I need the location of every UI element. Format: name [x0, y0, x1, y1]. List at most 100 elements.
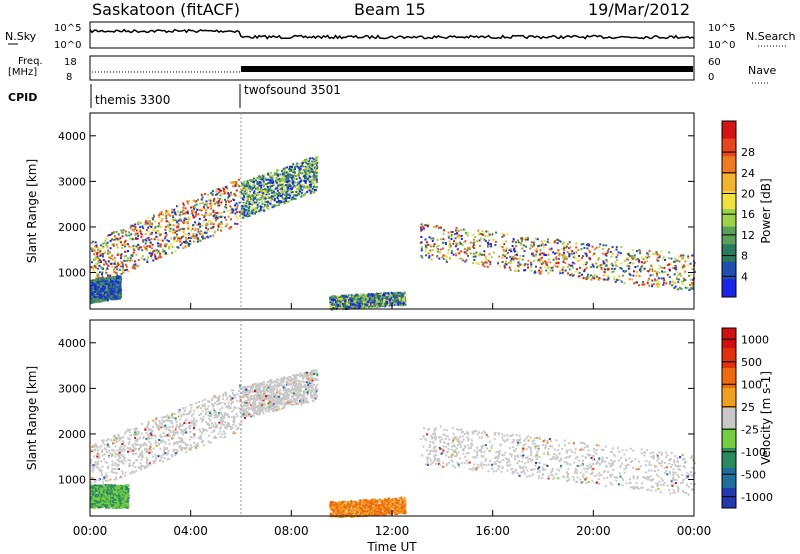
scatter-cell	[675, 266, 678, 269]
scatter-cell	[195, 234, 198, 237]
scatter-cell	[102, 278, 105, 281]
scatter-cell	[562, 249, 565, 252]
scatter-cell	[455, 254, 458, 257]
scatter-cell	[284, 194, 287, 197]
scatter-cell	[354, 295, 357, 298]
scatter-cell	[177, 235, 179, 238]
scatter-cell	[113, 439, 115, 442]
scatter-cell	[613, 278, 616, 281]
scatter-cell	[257, 182, 260, 185]
cpid-mode-themis: themis 3300	[95, 93, 170, 107]
scatter-cell	[235, 215, 238, 218]
scatter-cell	[633, 256, 636, 259]
scatter-cell	[424, 224, 427, 227]
scatter-cell	[224, 216, 226, 219]
scatter-cell	[273, 198, 276, 200]
scatter-cell	[340, 300, 343, 303]
scatter-cell	[533, 245, 536, 248]
scatter-cell	[632, 262, 635, 265]
scatter-cell	[483, 250, 486, 253]
scatter-cell	[165, 246, 168, 248]
scatter-cell	[239, 396, 242, 399]
scatter-cell	[169, 416, 172, 419]
scatter-cell	[638, 275, 641, 278]
scatter-cell	[578, 271, 581, 274]
scatter-cell	[668, 276, 671, 278]
scatter-cell	[180, 429, 183, 431]
scatter-cell	[600, 267, 603, 269]
scatter-cell	[315, 176, 318, 179]
scatter-cell	[294, 197, 297, 200]
scatter-cell	[261, 195, 264, 198]
scatter-cell	[166, 239, 169, 242]
scatter-cell	[205, 209, 208, 212]
scatter-cell	[480, 261, 483, 263]
scatter-cell	[356, 304, 359, 307]
scatter-cell	[113, 269, 116, 272]
scatter-cell	[297, 191, 300, 193]
scatter-cell	[236, 392, 239, 395]
scatter-cell	[288, 183, 291, 186]
scatter-cell	[232, 430, 235, 433]
scatter-cell	[265, 179, 268, 181]
scatter-cell	[190, 236, 193, 239]
scatter-cell	[259, 188, 262, 191]
scatter-cell	[641, 264, 644, 267]
scatter-cell	[387, 301, 390, 304]
scatter-cell	[251, 203, 254, 206]
scatter-cell	[274, 187, 277, 190]
scatter-cell	[268, 192, 271, 195]
scatter-cell	[116, 280, 119, 283]
freq-panel: Freq. [MHz] 18 8 60 0 Nave	[8, 55, 776, 84]
scatter-cell	[129, 237, 132, 240]
scatter-cell	[234, 394, 237, 397]
scatter-cell	[131, 228, 134, 231]
scatter-cell	[159, 256, 162, 259]
scatter-cell	[254, 193, 257, 196]
scatter-cell	[351, 302, 354, 305]
scatter-cell	[550, 249, 553, 252]
scatter-cell	[113, 283, 115, 286]
scatter-cell	[299, 180, 302, 183]
scatter-cell	[464, 232, 467, 234]
scatter-cell	[154, 255, 157, 258]
scatter-cell	[109, 286, 112, 288]
scatter-cell	[499, 245, 502, 248]
scatter-cell	[474, 255, 477, 258]
scatter-cell	[473, 238, 475, 241]
scatter-cell	[249, 210, 252, 213]
scatter-cell	[304, 171, 307, 174]
scatter-cell	[120, 277, 123, 280]
scatter-cell	[646, 260, 648, 263]
scatter-cell	[424, 238, 427, 241]
scatter-cell	[283, 186, 286, 189]
scatter-cell	[186, 241, 189, 244]
scatter-cell	[98, 298, 101, 301]
scatter-cell	[368, 299, 371, 302]
scatter-cell	[388, 294, 391, 297]
scatter-cell	[518, 258, 521, 261]
scatter-cell	[644, 256, 647, 259]
scatter-cell	[124, 269, 127, 272]
scatter-cell	[120, 272, 123, 275]
scatter-cell	[172, 231, 175, 234]
scatter-cell	[124, 245, 126, 248]
scatter-cell	[432, 245, 435, 248]
scatter-cell	[173, 432, 176, 435]
scatter-cell	[122, 455, 125, 458]
scatter-cell	[307, 175, 310, 177]
scatter-cell	[347, 303, 350, 306]
scatter-cell	[208, 212, 211, 215]
scatter-cell	[571, 261, 574, 264]
scatter-cell	[591, 245, 594, 248]
scatter-cell	[258, 191, 261, 194]
scatter-cell	[254, 195, 257, 198]
scatter-cell	[277, 193, 280, 196]
scatter-cell	[602, 262, 605, 265]
scatter-cell	[369, 302, 372, 305]
scatter-cell	[199, 435, 202, 437]
scatter-cell	[275, 177, 278, 180]
scatter-cell	[298, 188, 301, 191]
scatter-cell	[221, 199, 224, 202]
scatter-cell	[428, 236, 431, 239]
